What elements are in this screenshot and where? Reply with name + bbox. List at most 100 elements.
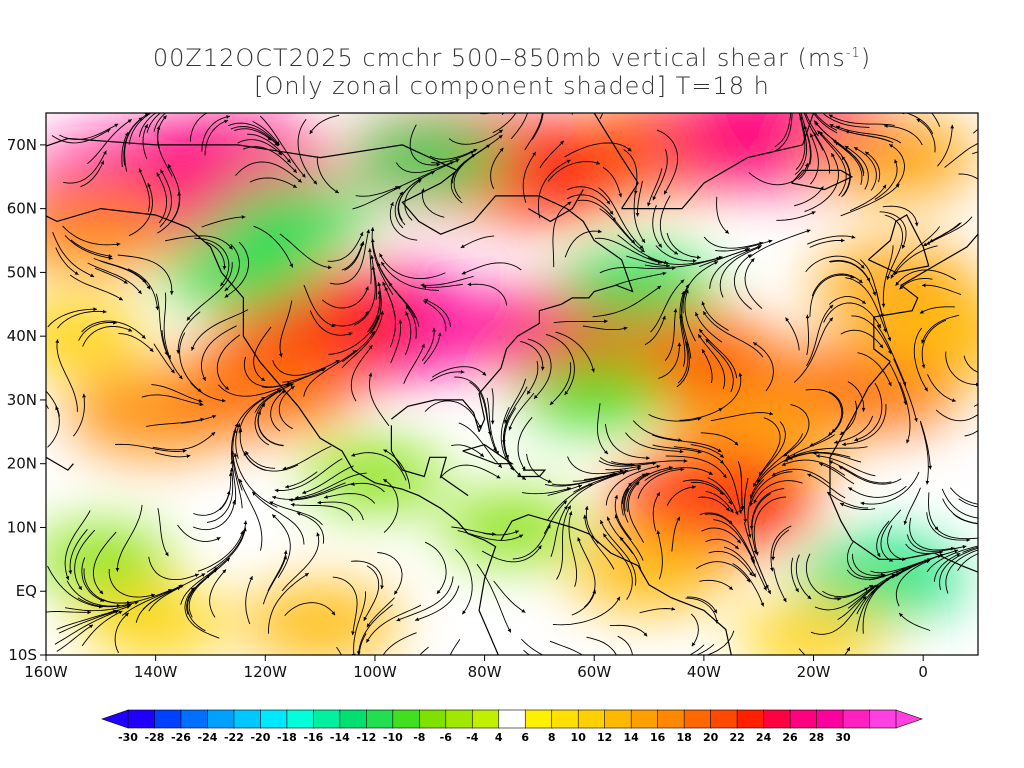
streamline bbox=[177, 524, 221, 542]
streamline bbox=[93, 258, 147, 284]
streamline-arrowhead bbox=[906, 439, 910, 444]
streamline bbox=[681, 284, 692, 359]
colorbar-swatch bbox=[736, 709, 765, 729]
streamline-arrowhead bbox=[950, 124, 955, 129]
streamline-arrowhead bbox=[352, 350, 357, 354]
streamline bbox=[377, 552, 403, 595]
streamline bbox=[790, 557, 799, 593]
streamline bbox=[834, 587, 869, 599]
streamline-arrowhead bbox=[128, 328, 133, 332]
streamline-arrowhead bbox=[829, 305, 834, 309]
streamline-arrowhead bbox=[619, 691, 623, 695]
streamline bbox=[753, 421, 786, 488]
streamline-arrowhead bbox=[144, 113, 149, 117]
colorbar-tick-label: 28 bbox=[809, 731, 824, 744]
streamline bbox=[193, 499, 236, 531]
colorbar-swatch bbox=[286, 709, 315, 729]
streamline-arrowhead bbox=[674, 250, 679, 255]
streamline bbox=[358, 633, 367, 655]
streamline bbox=[254, 383, 294, 413]
streamline-arrowhead bbox=[718, 255, 723, 260]
streamline-arrowhead bbox=[269, 501, 274, 505]
streamline bbox=[567, 456, 624, 475]
streamline bbox=[186, 262, 233, 321]
streamline-arrowhead bbox=[744, 248, 749, 253]
streamline-arrowhead bbox=[643, 632, 648, 637]
streamline bbox=[52, 231, 95, 278]
streamline bbox=[658, 342, 680, 379]
shear-shade-blob bbox=[441, 492, 583, 563]
streamline bbox=[296, 512, 325, 544]
streamline bbox=[605, 465, 642, 471]
streamline bbox=[282, 445, 332, 470]
streamline bbox=[209, 569, 227, 618]
streamline-arrowhead bbox=[331, 611, 336, 616]
streamline-arrowhead bbox=[538, 89, 542, 93]
streamline bbox=[737, 461, 744, 511]
streamline bbox=[676, 341, 690, 388]
streamline bbox=[114, 443, 187, 452]
streamline-arrowhead bbox=[600, 681, 604, 685]
streamline-arrowhead bbox=[956, 553, 961, 557]
coastline bbox=[528, 189, 584, 223]
streamline-arrowhead bbox=[304, 573, 309, 577]
streamline-arrowhead bbox=[257, 410, 262, 415]
streamline-arrowhead bbox=[124, 612, 129, 617]
streamline bbox=[666, 232, 701, 259]
streamline-arrowhead bbox=[564, 391, 569, 395]
streamline-arrowhead bbox=[290, 502, 295, 507]
lat-tick-label: 60N bbox=[7, 200, 37, 218]
streamline bbox=[352, 185, 402, 210]
streamline bbox=[708, 550, 753, 577]
streamline-arrowhead bbox=[888, 382, 892, 387]
streamline-arrowhead bbox=[222, 266, 227, 270]
streamline bbox=[627, 481, 644, 543]
streamline bbox=[744, 258, 763, 309]
streamline-arrowhead bbox=[261, 377, 266, 381]
streamline bbox=[232, 428, 243, 491]
streamline bbox=[357, 604, 393, 655]
streamline-arrowhead bbox=[872, 291, 876, 296]
streamline-arrowhead bbox=[606, 200, 611, 205]
streamline bbox=[371, 255, 378, 300]
streamline bbox=[922, 222, 962, 247]
streamline-arrowhead bbox=[149, 347, 154, 352]
streamline bbox=[201, 325, 237, 381]
streamline bbox=[503, 420, 527, 481]
streamline bbox=[887, 525, 906, 561]
streamline bbox=[644, 257, 721, 268]
colorbar-swatch bbox=[154, 709, 182, 729]
streamline bbox=[592, 285, 662, 318]
streamline bbox=[155, 293, 168, 356]
streamline bbox=[235, 161, 303, 183]
streamline-arrowhead bbox=[861, 407, 866, 412]
streamline bbox=[598, 187, 644, 250]
streamline bbox=[893, 358, 918, 422]
streamline-arrowhead bbox=[903, 520, 908, 525]
streamline-arrowhead bbox=[860, 501, 865, 506]
streamline-arrowhead bbox=[685, 284, 689, 289]
streamline bbox=[204, 119, 229, 156]
streamline-arrowhead bbox=[368, 248, 372, 252]
streamline-arrowhead bbox=[771, 472, 776, 476]
coastline bbox=[791, 169, 854, 191]
streamline bbox=[455, 548, 473, 615]
streamline bbox=[613, 272, 667, 287]
streamline-arrowhead bbox=[604, 319, 608, 324]
streamline-arrowhead bbox=[683, 458, 688, 463]
colorbar-over-arrow bbox=[895, 709, 923, 729]
streamline-arrowhead bbox=[1002, 517, 1006, 521]
streamline bbox=[926, 512, 971, 541]
streamline bbox=[350, 344, 373, 402]
streamline-arrowhead bbox=[988, 542, 992, 546]
streamline bbox=[270, 389, 286, 432]
streamline-arrowhead bbox=[962, 545, 967, 549]
streamline-arrowhead bbox=[998, 542, 1002, 546]
streamline-arrowhead bbox=[480, 453, 484, 457]
streamline bbox=[56, 624, 94, 652]
streamline bbox=[504, 378, 527, 424]
streamline-arrowhead bbox=[74, 271, 79, 275]
streamline bbox=[271, 514, 291, 579]
streamline bbox=[753, 480, 803, 504]
